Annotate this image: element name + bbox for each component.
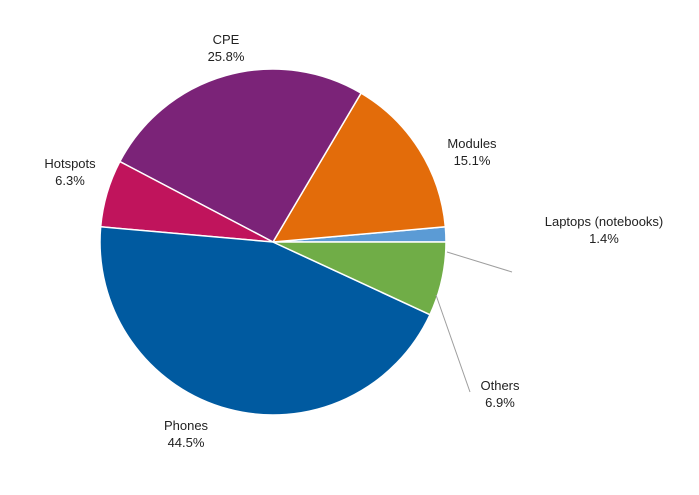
slice-name-others: Others	[480, 378, 520, 393]
slice-name-modules: Modules	[447, 136, 497, 151]
leader-line-others	[435, 294, 471, 393]
pie-slice-modules	[271, 92, 447, 243]
labels-layer: Laptops (notebooks) 1.4% Modules 15.1% CPE 25…	[44, 32, 663, 450]
slice-label-hotspots: Hotspots 6.3%	[44, 156, 96, 188]
slice-name-laptops-notebooks: Laptops (notebooks)	[545, 214, 664, 229]
slice-label-others: Others 6.9%	[480, 378, 520, 410]
slice-name-hotspots: Hotspots	[44, 156, 96, 171]
slice-value-others: 6.9%	[485, 395, 515, 410]
slice-label-laptops-notebooks: Laptops (notebooks) 1.4%	[545, 214, 664, 246]
slice-value-cpe: 25.8%	[208, 49, 245, 64]
slice-label-phones: Phones 44.5%	[164, 418, 209, 450]
slice-value-phones: 44.5%	[168, 435, 205, 450]
pie-slice-cpe	[118, 68, 363, 243]
slices-layer	[99, 68, 447, 416]
slice-label-cpe: CPE 25.8%	[208, 32, 245, 64]
slice-value-laptops-notebooks: 1.4%	[589, 231, 619, 246]
leader-lines-layer	[435, 251, 513, 393]
slice-name-phones: Phones	[164, 418, 209, 433]
leader-line-laptops-notebooks	[446, 251, 513, 273]
slice-name-cpe: CPE	[213, 32, 240, 47]
slice-value-modules: 15.1%	[454, 153, 491, 168]
slice-label-modules: Modules 15.1%	[447, 136, 497, 168]
pie-slice-phones	[99, 225, 431, 416]
pie-slice-others	[272, 241, 447, 316]
slice-value-hotspots: 6.3%	[55, 173, 85, 188]
